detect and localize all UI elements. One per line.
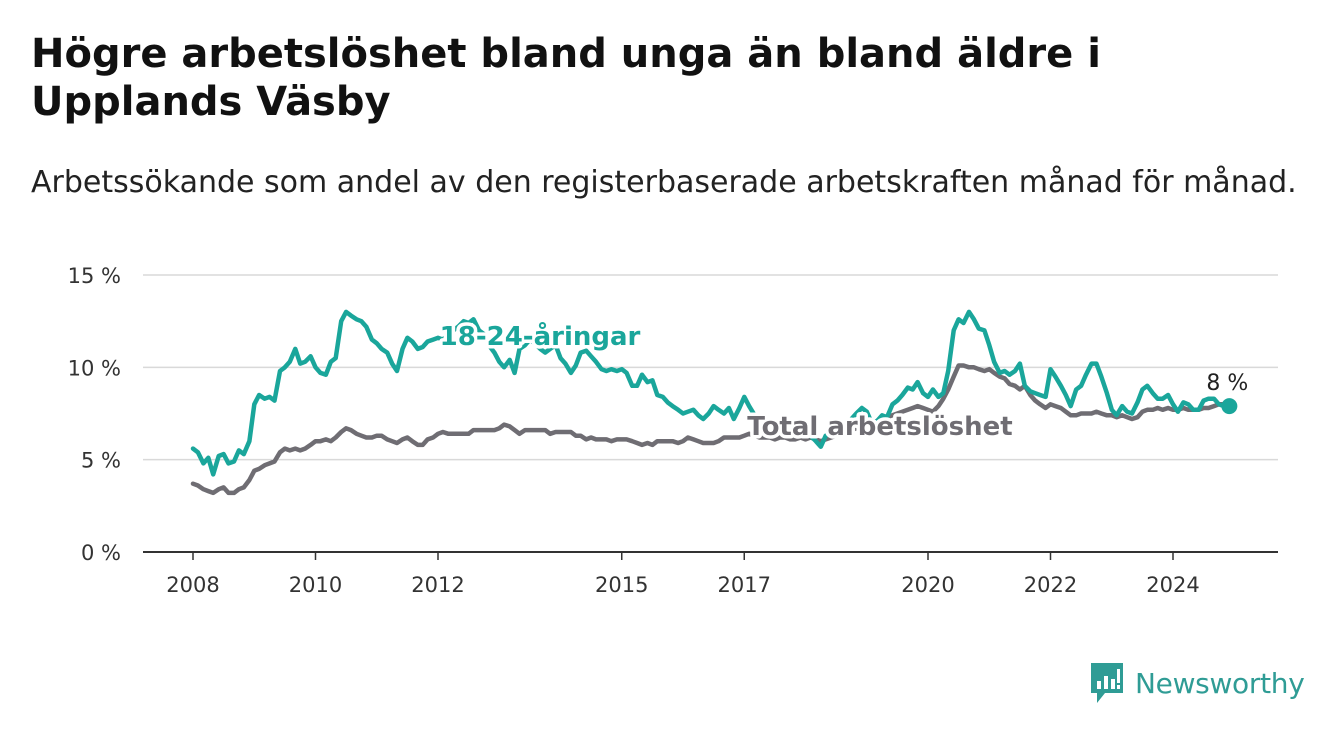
- y-tick-label: 5 %: [81, 449, 121, 473]
- y-tick-label: 15 %: [68, 264, 121, 288]
- series-label-18-24-halo: 18-24-åringar: [440, 320, 641, 352]
- x-tick-label: 2015: [595, 573, 648, 597]
- series-line-1: [190, 363, 1232, 496]
- x-tick-label: 2012: [411, 573, 464, 597]
- x-tick-label: 2024: [1146, 573, 1199, 597]
- y-tick-label: 0 %: [81, 541, 121, 565]
- x-tick-label: 2008: [166, 573, 219, 597]
- brand-logo: Newsworthy: [1089, 661, 1305, 705]
- end-value-label: 8 %: [1206, 371, 1248, 396]
- series-label-total: Total arbetslöshet: [747, 412, 1012, 442]
- newsworthy-logo-icon: [1091, 663, 1123, 703]
- x-tick-label: 2017: [718, 573, 771, 597]
- x-tick-label: 2022: [1024, 573, 1077, 597]
- end-value-label-halo: 8 %: [1206, 371, 1248, 396]
- chart-title: Högre arbetslöshet bland unga än bland ä…: [31, 31, 1101, 125]
- brand-name: Newsworthy: [1135, 666, 1305, 700]
- y-tick-label: 10 %: [68, 356, 121, 380]
- y-axis-tick-labels: 0 % 5 % 10 % 15 %: [68, 264, 121, 565]
- x-tick-label: 2020: [901, 573, 954, 597]
- series-line-0: [190, 309, 1232, 477]
- series-end-point: [1221, 398, 1238, 415]
- x-tick-label: 2010: [289, 573, 342, 597]
- series-label-total-halo: Total arbetslöshet: [747, 412, 1012, 442]
- x-axis: 2008 2010 2012 2015 2017 2020 2022 2024: [143, 551, 1278, 597]
- series-label-18-24: 18-24-åringar: [440, 320, 641, 352]
- series-lines: [190, 309, 1238, 496]
- chart-subtitle: Arbetssökande som andel av den registerb…: [31, 165, 1297, 200]
